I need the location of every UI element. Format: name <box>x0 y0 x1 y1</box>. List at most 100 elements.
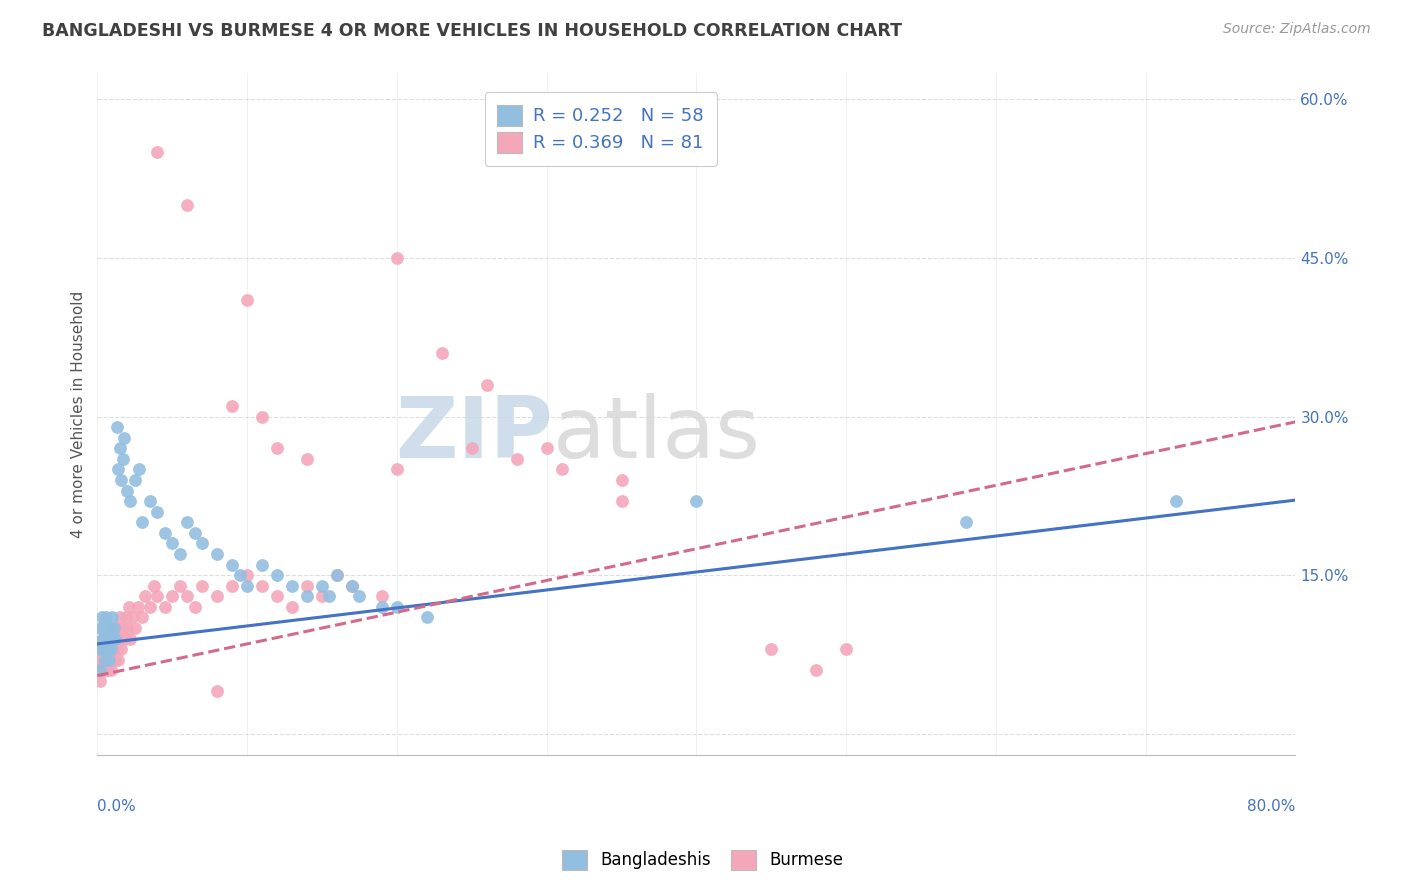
Point <box>97 642 120 657</box>
Point <box>93 632 115 646</box>
Point <box>176 198 198 212</box>
Point <box>96 653 118 667</box>
Point <box>94 663 117 677</box>
Point <box>121 610 143 624</box>
Point <box>169 547 191 561</box>
Point <box>93 653 115 667</box>
Point <box>96 610 118 624</box>
Point <box>114 610 136 624</box>
Point <box>205 547 228 561</box>
Point <box>120 632 142 646</box>
Point <box>89 663 111 677</box>
Point <box>108 442 131 456</box>
Point <box>90 632 112 646</box>
Point <box>93 642 115 657</box>
Point <box>250 579 273 593</box>
Point <box>311 590 333 604</box>
Point <box>169 579 191 593</box>
Point <box>685 494 707 508</box>
Point <box>461 442 484 456</box>
Point <box>221 579 243 593</box>
Point <box>110 473 132 487</box>
Point <box>295 590 318 604</box>
Point <box>87 642 110 657</box>
Point <box>295 579 318 593</box>
Point <box>430 346 453 360</box>
Point <box>94 642 117 657</box>
Point <box>143 579 166 593</box>
Point <box>318 590 340 604</box>
Point <box>90 610 112 624</box>
Text: Source: ZipAtlas.com: Source: ZipAtlas.com <box>1223 22 1371 37</box>
Point <box>153 525 176 540</box>
Point <box>110 642 132 657</box>
Point <box>105 420 128 434</box>
Text: 0.0%: 0.0% <box>97 799 136 814</box>
Point <box>108 610 131 624</box>
Point <box>104 632 127 646</box>
Legend: Bangladeshis, Burmese: Bangladeshis, Burmese <box>555 843 851 877</box>
Point <box>100 663 122 677</box>
Point <box>183 599 205 614</box>
Point <box>371 599 394 614</box>
Point <box>385 251 408 265</box>
Point <box>371 590 394 604</box>
Legend: R = 0.252   N = 58, R = 0.369   N = 81: R = 0.252 N = 58, R = 0.369 N = 81 <box>485 92 717 166</box>
Point <box>205 684 228 698</box>
Point <box>97 642 120 657</box>
Point <box>112 431 135 445</box>
Point <box>107 653 129 667</box>
Point <box>89 653 111 667</box>
Text: ZIP: ZIP <box>395 392 553 476</box>
Point <box>100 642 122 657</box>
Point <box>101 610 124 624</box>
Point <box>955 516 977 530</box>
Point <box>134 590 156 604</box>
Point <box>105 621 128 635</box>
Point <box>101 632 124 646</box>
Point <box>120 494 142 508</box>
Point <box>118 599 141 614</box>
Point <box>266 590 288 604</box>
Point <box>98 632 121 646</box>
Point <box>131 610 153 624</box>
Text: atlas: atlas <box>553 392 761 476</box>
Point <box>266 442 288 456</box>
Point <box>340 579 363 593</box>
Point <box>221 558 243 572</box>
Point <box>385 599 408 614</box>
Point <box>160 536 183 550</box>
Text: 80.0%: 80.0% <box>1247 799 1295 814</box>
Point <box>117 483 139 498</box>
Point <box>385 462 408 476</box>
Point <box>97 632 120 646</box>
Point <box>806 663 828 677</box>
Point <box>124 473 146 487</box>
Point <box>326 568 349 582</box>
Point <box>111 451 134 466</box>
Point <box>281 579 304 593</box>
Point <box>550 462 572 476</box>
Point <box>108 632 131 646</box>
Point <box>139 494 162 508</box>
Point <box>160 590 183 604</box>
Point <box>228 568 250 582</box>
Point <box>326 568 349 582</box>
Point <box>103 621 125 635</box>
Point <box>1164 494 1187 508</box>
Point <box>93 621 115 635</box>
Point <box>236 568 259 582</box>
Point <box>101 632 124 646</box>
Point <box>236 579 259 593</box>
Point <box>311 579 333 593</box>
Point <box>761 642 783 657</box>
Point <box>176 516 198 530</box>
Point <box>505 451 527 466</box>
Point <box>96 621 118 635</box>
Point <box>128 462 150 476</box>
Point <box>340 579 363 593</box>
Point <box>117 621 139 635</box>
Point <box>107 462 129 476</box>
Point <box>416 610 439 624</box>
Point <box>98 653 121 667</box>
